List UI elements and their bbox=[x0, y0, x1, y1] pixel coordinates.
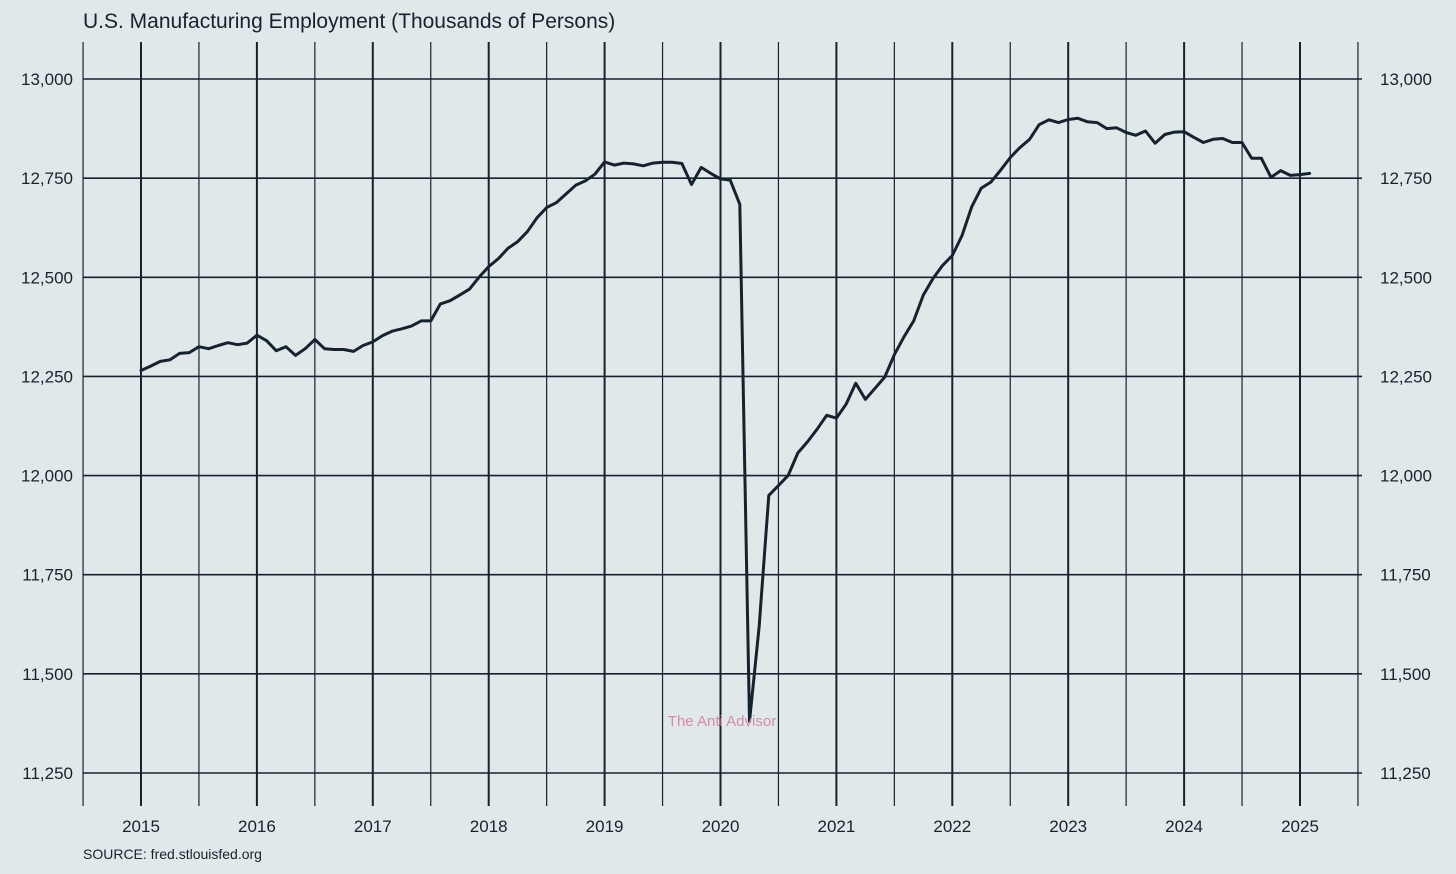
y-tick-label-left: 12,750 bbox=[21, 169, 73, 188]
y-tick-label-left: 12,500 bbox=[21, 268, 73, 287]
chart-title: U.S. Manufacturing Employment (Thousands… bbox=[83, 10, 615, 33]
x-tick-label: 2017 bbox=[354, 817, 392, 836]
y-tick-label-right: 11,750 bbox=[1380, 566, 1431, 585]
y-tick-label-right: 12,250 bbox=[1380, 367, 1432, 386]
y-tick-label-left: 11,250 bbox=[22, 764, 73, 783]
source-note: SOURCE: fred.stlouisfed.org bbox=[83, 846, 262, 862]
x-tick-label: 2020 bbox=[702, 817, 740, 836]
y-tick-label-right: 11,500 bbox=[1380, 665, 1431, 684]
x-tick-label: 2024 bbox=[1165, 817, 1203, 836]
x-tick-label: 2025 bbox=[1281, 817, 1319, 836]
y-axis-ticks: 11,250 11,250 11,500 11,500 11,750 11,750 12,0… bbox=[21, 70, 1432, 783]
x-tick-label: 2016 bbox=[238, 817, 276, 836]
y-tick-label-right: 11,250 bbox=[1380, 764, 1431, 783]
series-layer bbox=[139, 116, 1312, 723]
y-tick-label-left: 11,500 bbox=[22, 665, 73, 684]
y-tick-label-right: 13,000 bbox=[1380, 70, 1432, 89]
x-tick-label: 2022 bbox=[933, 817, 971, 836]
y-tick-label-left: 13,000 bbox=[21, 70, 73, 89]
watermark: The Anti Advisor bbox=[668, 713, 776, 730]
x-axis-ticks: 2015 2016 2017 2018 2019 2020 2021 2022 2023 2024… bbox=[122, 817, 1319, 836]
x-tick-label: 2015 bbox=[122, 817, 160, 836]
grid-lines bbox=[82, 42, 1362, 806]
series-line bbox=[139, 116, 1312, 723]
y-tick-label-right: 12,000 bbox=[1380, 467, 1432, 486]
x-tick-label: 2019 bbox=[586, 817, 624, 836]
x-tick-label: 2018 bbox=[470, 817, 508, 836]
y-tick-label-right: 12,750 bbox=[1380, 169, 1432, 188]
y-tick-label-left: 11,750 bbox=[22, 566, 73, 585]
y-tick-label-right: 12,500 bbox=[1380, 268, 1432, 287]
y-tick-label-left: 12,250 bbox=[21, 367, 73, 386]
x-tick-label: 2021 bbox=[817, 817, 855, 836]
y-tick-label-left: 12,000 bbox=[21, 467, 73, 486]
x-tick-label: 2023 bbox=[1049, 817, 1087, 836]
